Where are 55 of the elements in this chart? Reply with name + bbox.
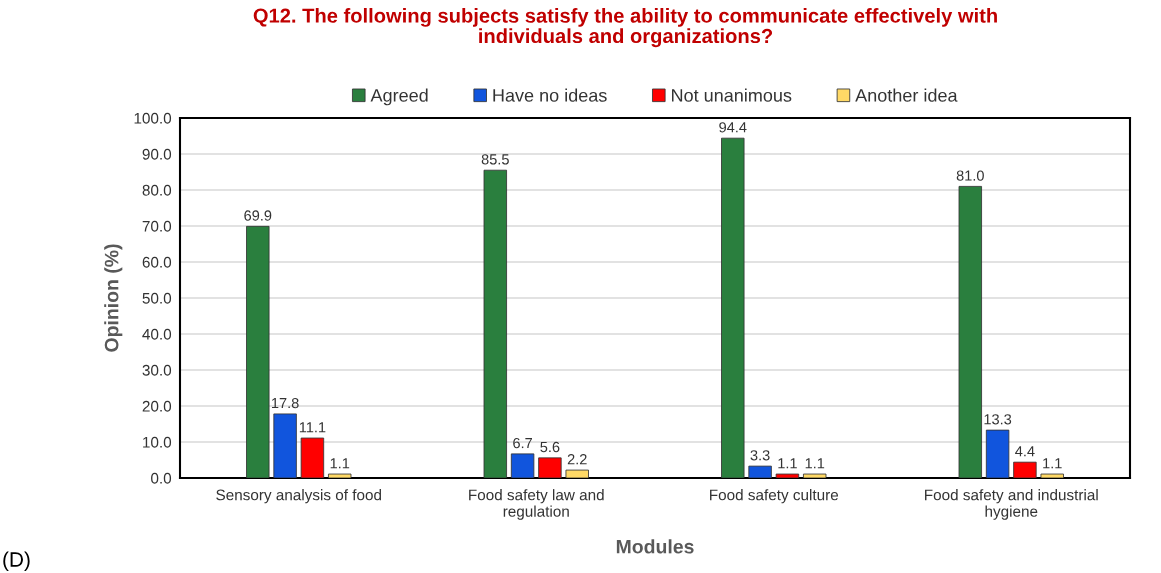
legend-label: Not unanimous [672,88,792,102]
data-label: 1.1 [1043,458,1062,469]
bar [1013,461,1037,478]
legend-label: Another idea [855,88,958,102]
data-label: 69.9 [244,210,272,221]
y-axis-title: Opinion (%) [104,244,123,352]
text: (D) [3,551,30,571]
y-tick-label: 80.0 [142,184,172,196]
data-label: 11.1 [299,422,326,433]
bar [748,465,772,478]
bar [803,473,827,478]
y-tick-label: 10.0 [143,436,172,448]
y-tick-label: 90.0 [142,148,172,160]
bar [300,437,325,478]
bar [273,413,297,478]
bar [985,429,1010,478]
legend-label: Agreed [370,88,428,106]
x-tick-label: Sensory analysis of food [216,489,381,504]
x-tick-label: Food safety culture [710,489,839,504]
data-label: 1.1 [805,458,825,469]
bar [721,137,745,478]
data-label: 94.4 [719,122,747,133]
data-label: 1.1 [330,458,350,469]
data-label: 4.4 [1015,446,1035,457]
legend-label: Have no ideas [493,88,607,102]
y-tick-label: 40.0 [142,328,172,340]
data-label: 13.3 [984,414,1012,425]
data-label: 81.0 [956,170,984,181]
y-tick-label: 100.0 [134,112,172,124]
bar [565,469,589,478]
chart-title: Q12. The following subjects satisfy the ability to communicate effectively with individuals and organizations? [253,8,997,48]
y-tick-label: 70.0 [142,220,172,232]
bar [246,225,270,478]
bar [958,185,982,478]
data-label: 2.2 [567,454,587,465]
y-tick-label: 60.0 [142,256,172,268]
data-label: 5.6 [540,441,560,453]
x-axis-title: Modules [616,539,694,554]
y-tick-label: 30.0 [142,364,172,376]
x-tick-label: Food safety law and regulation [469,489,604,520]
data-label: 6.7 [513,437,532,449]
data-label: 17.8 [272,397,299,409]
x-tick-label: Food safety and industrial hygiene [925,489,1098,520]
bar [328,473,352,478]
bar [510,453,535,478]
data-label: 3.3 [750,450,770,461]
y-tick-label: 0.0 [151,472,172,484]
y-tick-label: 50.0 [142,292,172,304]
bar [1040,473,1064,478]
bar [775,473,800,478]
y-tick-label: 20.0 [142,400,172,412]
data-label: 85.5 [481,154,509,165]
bar [538,457,562,478]
bar [483,169,507,478]
data-label: 1.1 [778,458,797,469]
